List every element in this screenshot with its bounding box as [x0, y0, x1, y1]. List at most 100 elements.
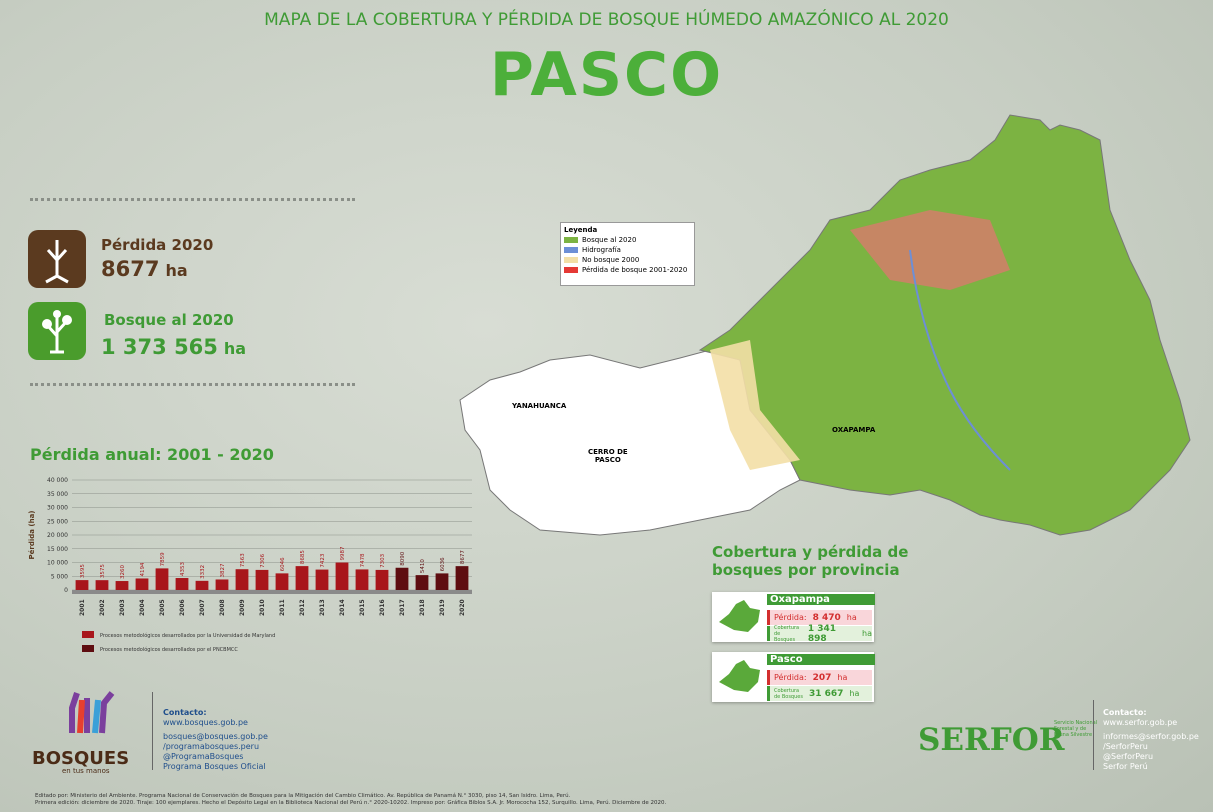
footer-line: Editado por: Ministerio del Ambiente. Pr…: [35, 793, 666, 800]
y-tick-label: 25 000: [47, 518, 68, 525]
serfor-name: Servicio Nacional Forestal y de Fauna Si…: [1054, 720, 1098, 738]
contact-link: /programabosques.peru: [163, 742, 268, 752]
contact-link: @ProgramaBosques: [163, 752, 268, 762]
legend-title: Leyenda: [564, 226, 691, 234]
loss-label: Pérdida:: [774, 613, 807, 622]
value-label: 3260: [120, 565, 126, 579]
legend-label: Hidrografía: [582, 246, 621, 254]
loss-value: 207: [813, 673, 832, 683]
province-name: Pasco: [767, 654, 875, 665]
legend-label: Procesos metodológicos desarrollados por…: [100, 646, 238, 653]
bar: [136, 578, 149, 590]
legend-swatch: [564, 237, 578, 243]
legend-swatch: [82, 631, 94, 638]
legend-label: Procesos metodológicos desarrollados por…: [100, 632, 275, 639]
bar: [216, 579, 229, 590]
x-tick-label: 2003: [119, 599, 126, 616]
bar: [276, 573, 289, 590]
x-tick-label: 2010: [259, 599, 266, 616]
legend-swatch: [564, 257, 578, 263]
bar: [356, 569, 369, 590]
province-name: Oxapampa: [767, 594, 875, 605]
bosques-contact: Contacto: www.bosques.gob.pe bosques@bos…: [163, 708, 268, 772]
divider: [30, 383, 355, 386]
x-tick-label: 2005: [159, 599, 166, 616]
bar: [296, 566, 309, 590]
value-label: 3575: [100, 564, 106, 578]
bosques-logo-mark: [52, 688, 132, 738]
value: 8677: [101, 257, 159, 281]
contact-web: www.bosques.gob.pe: [163, 718, 268, 728]
legend-swatch: [82, 645, 94, 652]
legend-label: Bosque al 2020: [582, 236, 636, 244]
bosques-tagline: en tus manos: [62, 767, 110, 775]
unit: ha: [165, 261, 187, 280]
bar: [96, 580, 109, 590]
x-tick-label: 2012: [299, 599, 306, 616]
x-tick-label: 2017: [399, 599, 406, 616]
loss-unit: ha: [837, 673, 847, 682]
x-tick-label: 2007: [199, 599, 206, 616]
bar: [396, 568, 409, 590]
legend-item: No bosque 2000: [564, 256, 691, 264]
bar: [456, 566, 469, 590]
x-tick-label: 2002: [99, 599, 106, 616]
bar: [116, 581, 129, 590]
contact-title: Contacto:: [163, 708, 268, 718]
map: [450, 110, 1200, 550]
stat-value: 8677 ha: [101, 257, 188, 281]
separator: [1093, 700, 1094, 770]
legend-item: Hidrografía: [564, 246, 691, 254]
value-label: 7306: [260, 553, 266, 567]
legend-label: Pérdida de bosque 2001-2020: [582, 266, 687, 274]
x-tick-label: 2018: [419, 599, 426, 616]
serfor-contact: Contacto: www.serfor.gob.pe informes@ser…: [1103, 708, 1199, 772]
place-label: CERRO DE PASCO: [588, 448, 628, 464]
province-shape: [714, 652, 766, 702]
contact-title: Contacto:: [1103, 708, 1199, 718]
value-label: 3827: [220, 563, 226, 577]
divider: [30, 198, 355, 201]
loss-label: Pérdida:: [774, 673, 807, 682]
contact-link: Programa Bosques Oficial: [163, 762, 268, 772]
bar: [336, 563, 349, 590]
province-card: PascoPérdida:207haCobertura de Bosques31…: [712, 652, 874, 702]
value-label: 5410: [420, 559, 426, 573]
legend-label: No bosque 2000: [582, 256, 639, 264]
y-tick-label: 35 000: [47, 491, 68, 498]
legend-item: Bosque al 2020: [564, 236, 691, 244]
cover-label: Cobertura de Bosques: [774, 625, 802, 643]
legend-item: Pérdida de bosque 2001-2020: [564, 266, 691, 274]
poster: MAPA DE LA COBERTURA Y PÉRDIDA DE BOSQUE…: [0, 0, 1213, 812]
y-tick-label: 10 000: [47, 560, 68, 567]
bar: [416, 575, 429, 590]
legend-swatch: [564, 267, 578, 273]
value-label: 7423: [320, 553, 326, 567]
axis-band: [72, 590, 472, 594]
contact-web: www.serfor.gob.pe: [1103, 718, 1199, 728]
map-legend: Leyenda Bosque al 2020 Hidrografía No bosq…: [560, 222, 695, 286]
x-tick-label: 2011: [279, 599, 286, 616]
x-tick-label: 2015: [359, 599, 366, 616]
footer: Editado por: Ministerio del Ambiente. Pr…: [35, 793, 666, 807]
contact-link: bosques@bosques.gob.pe: [163, 732, 268, 742]
value-label: 7563: [240, 553, 246, 567]
y-axis-label: Pérdida (ha): [28, 510, 36, 559]
place-label: OXAPAMPA: [832, 426, 875, 434]
bar: [436, 573, 449, 590]
province-title: Cobertura y pérdida de bosques por provi…: [712, 543, 908, 579]
cover-unit: ha: [849, 689, 859, 698]
province-silhouette: [719, 600, 760, 632]
x-tick-label: 2013: [319, 599, 326, 616]
bosques-logo: BOSQUES: [32, 748, 129, 769]
bar: [316, 570, 329, 590]
y-tick-label: 15 000: [47, 546, 68, 553]
contact-link: @SerforPeru: [1103, 752, 1199, 762]
x-tick-label: 2006: [179, 599, 186, 616]
y-tick-label: 20 000: [47, 532, 68, 539]
contact-link: informes@serfor.gob.pe: [1103, 732, 1199, 742]
cover-value: 1 341 898: [808, 624, 856, 644]
value-label: 4194: [140, 562, 146, 576]
